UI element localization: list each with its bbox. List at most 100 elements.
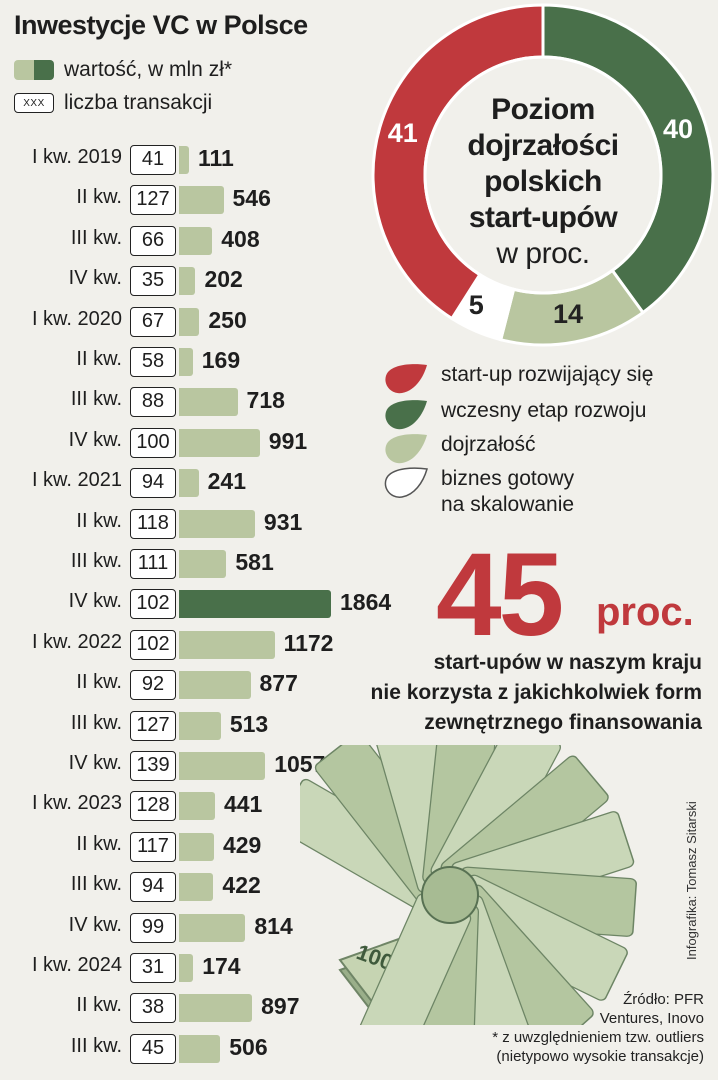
value-label: 408 <box>221 225 260 252</box>
transaction-count: 88 <box>130 387 176 418</box>
droplet-icon <box>385 434 427 464</box>
bar-row: II kw. 38 897 <box>0 988 420 1028</box>
banknote-fan <box>300 745 637 1025</box>
droplet-icon <box>385 400 427 430</box>
big-percent-number: 45 <box>436 529 564 661</box>
category-label: I kw. 2024 <box>31 954 122 976</box>
vc-bar-chart: I kw. 2019 41 111 II kw. 127 546 III kw. 66 408 I… <box>0 140 420 1080</box>
bar-row: I kw. 2022 102 1172 <box>0 625 420 665</box>
donut-center-line: start-upów <box>468 201 618 234</box>
value-bar <box>179 832 214 861</box>
transaction-count: 99 <box>130 912 176 943</box>
source-line: Źródło: PFR <box>623 991 704 1008</box>
value-label: 991 <box>268 427 308 454</box>
value-label: 931 <box>263 508 303 535</box>
big-percent-unit: proc. <box>596 590 694 634</box>
bar-row: II kw. 118 931 <box>0 504 420 544</box>
description-line: nie korzysta z jakichkolwiek form <box>370 681 702 704</box>
value-bar <box>179 428 260 457</box>
value-label: 202 <box>204 266 243 293</box>
donut-legend-label: na skalowanie <box>441 493 575 516</box>
bar-row: II kw. 92 877 <box>0 665 420 705</box>
transaction-count: 102 <box>130 629 176 660</box>
value-label: 174 <box>202 953 241 979</box>
value-bar <box>179 752 266 780</box>
banknotes-illustration: 100 <box>300 745 637 1025</box>
value-bar <box>179 146 189 174</box>
value-bar <box>179 388 238 417</box>
bar-row: I kw. 2024 31 174 <box>0 948 420 988</box>
category-label: I kw. 2022 <box>31 630 122 653</box>
transaction-count: 111 <box>130 549 176 579</box>
bar-row: I kw. 2019 41 111 <box>0 140 420 180</box>
value-bar <box>179 267 196 296</box>
donut-legend-item: start-up rozwijający się <box>383 362 718 396</box>
transaction-count: 100 <box>130 427 176 458</box>
droplet-icon <box>384 467 428 498</box>
count-swatch-icon: XXX <box>14 93 54 113</box>
value-label: 1864 <box>340 589 392 616</box>
value-bar <box>179 630 275 659</box>
bar-row: IV kw. 102 1864 <box>0 584 420 624</box>
value-bar <box>179 226 213 255</box>
droplet-icon <box>385 364 427 394</box>
transaction-count: 127 <box>130 710 176 741</box>
donut-legend-label: biznes gotowy <box>441 467 575 490</box>
category-label: I kw. 2019 <box>31 146 122 168</box>
value-bar <box>179 509 255 538</box>
value-bar <box>179 348 193 376</box>
value-bar <box>179 954 194 982</box>
category-label: II kw. <box>76 832 122 855</box>
value-label: 897 <box>261 993 300 1020</box>
value-label: 169 <box>201 347 241 373</box>
bar-row: IV kw. 100 991 <box>0 423 420 463</box>
value-bar <box>179 469 199 498</box>
value-bar <box>179 873 214 902</box>
bar-row: III kw. 45 506 <box>0 1029 420 1069</box>
value-label: 546 <box>232 185 271 212</box>
bar-row: III kw. 127 513 <box>0 706 420 746</box>
legend-count-label: liczba transakcji <box>64 91 213 114</box>
bar-row: III kw. 66 408 <box>0 221 420 261</box>
transaction-count: 41 <box>130 145 176 175</box>
value-bar <box>179 994 253 1023</box>
transaction-count: 35 <box>130 266 176 297</box>
value-swatch-icon <box>14 60 54 80</box>
value-bar <box>179 186 224 215</box>
donut-center-line: dojrzałości <box>467 129 619 162</box>
donut-center-unit: w proc. <box>496 237 590 270</box>
donut-slice-value: 41 <box>387 117 418 148</box>
category-label: III kw. <box>70 711 122 734</box>
transaction-count: 67 <box>130 306 176 337</box>
value-label: 581 <box>235 549 274 575</box>
category-label: III kw. <box>70 1034 122 1057</box>
transaction-count: 127 <box>130 185 176 216</box>
donut-center-line: polskich <box>484 165 602 198</box>
infographic-credit: Infografika: Tomasz Sitarski <box>684 801 699 960</box>
value-label: 877 <box>259 670 298 697</box>
category-label: IV kw. <box>68 913 122 936</box>
donut-legend-item: dojrzałość <box>383 432 718 466</box>
bar-row: II kw. 127 546 <box>0 180 420 220</box>
bar-row: IV kw. 35 202 <box>0 261 420 301</box>
category-label: II kw. <box>76 994 122 1017</box>
bar-row: III kw. 88 718 <box>0 382 420 422</box>
legend-value-label: wartość, w mln zł* <box>64 58 233 81</box>
value-bar <box>179 590 331 619</box>
value-label: 506 <box>229 1033 268 1060</box>
transaction-count: 128 <box>130 791 176 822</box>
value-label: 250 <box>208 306 247 333</box>
value-label: 513 <box>229 710 269 737</box>
transaction-count: 58 <box>130 347 176 377</box>
bar-row: II kw. 117 429 <box>0 827 420 867</box>
donut-legend-label: wczesny etap rozwoju <box>441 399 647 422</box>
value-label: 1172 <box>283 629 334 656</box>
bar-row: I kw. 2020 67 250 <box>0 302 420 342</box>
donut-slice-value: 14 <box>552 299 584 330</box>
donut-legend-item: biznes gotowy na skalowanie <box>383 466 718 518</box>
source-line: Ventures, Inovo <box>599 1010 704 1027</box>
transaction-count: 118 <box>130 508 176 539</box>
transaction-count: 94 <box>130 872 176 903</box>
legend-value: wartość, w mln zł* <box>14 57 232 83</box>
value-bar <box>179 550 227 578</box>
